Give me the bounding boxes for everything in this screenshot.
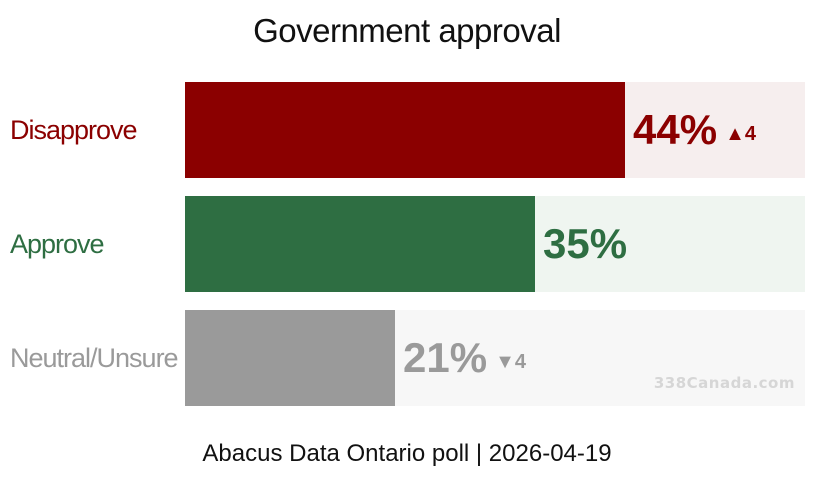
- category-label: Approve: [10, 229, 105, 259]
- bar: [185, 196, 535, 292]
- value-text: 35%: [543, 220, 628, 267]
- bar-track: 44% ▲4: [185, 82, 805, 178]
- bar-track: 21% ▼4 338Canada.com: [185, 310, 805, 406]
- bar-row: Neutral/Unsure 21% ▼4 338Canada.com: [0, 310, 814, 406]
- bar: [185, 82, 625, 178]
- source-caption: Abacus Data Ontario poll | 2026-04-19: [202, 440, 612, 467]
- bar-row: Approve 35%: [0, 196, 814, 292]
- change-down-indicator: ▼4: [495, 351, 526, 373]
- category-label: Neutral/Unsure: [10, 343, 179, 373]
- value-label: 44% ▲4: [633, 82, 756, 178]
- bar-track: 35%: [185, 196, 805, 292]
- value-text: 21%: [403, 334, 488, 381]
- bar: [185, 310, 395, 406]
- bar-row: Disapprove 44% ▲4: [0, 82, 814, 178]
- change-up-indicator: ▲4: [725, 123, 756, 145]
- watermark: 338Canada.com: [653, 374, 795, 392]
- value-text: 44%: [633, 106, 718, 153]
- chart-title: Government approval: [253, 12, 561, 49]
- value-label: 21% ▼4: [403, 310, 526, 406]
- category-label: Disapprove: [10, 115, 138, 145]
- value-label: 35%: [543, 196, 627, 292]
